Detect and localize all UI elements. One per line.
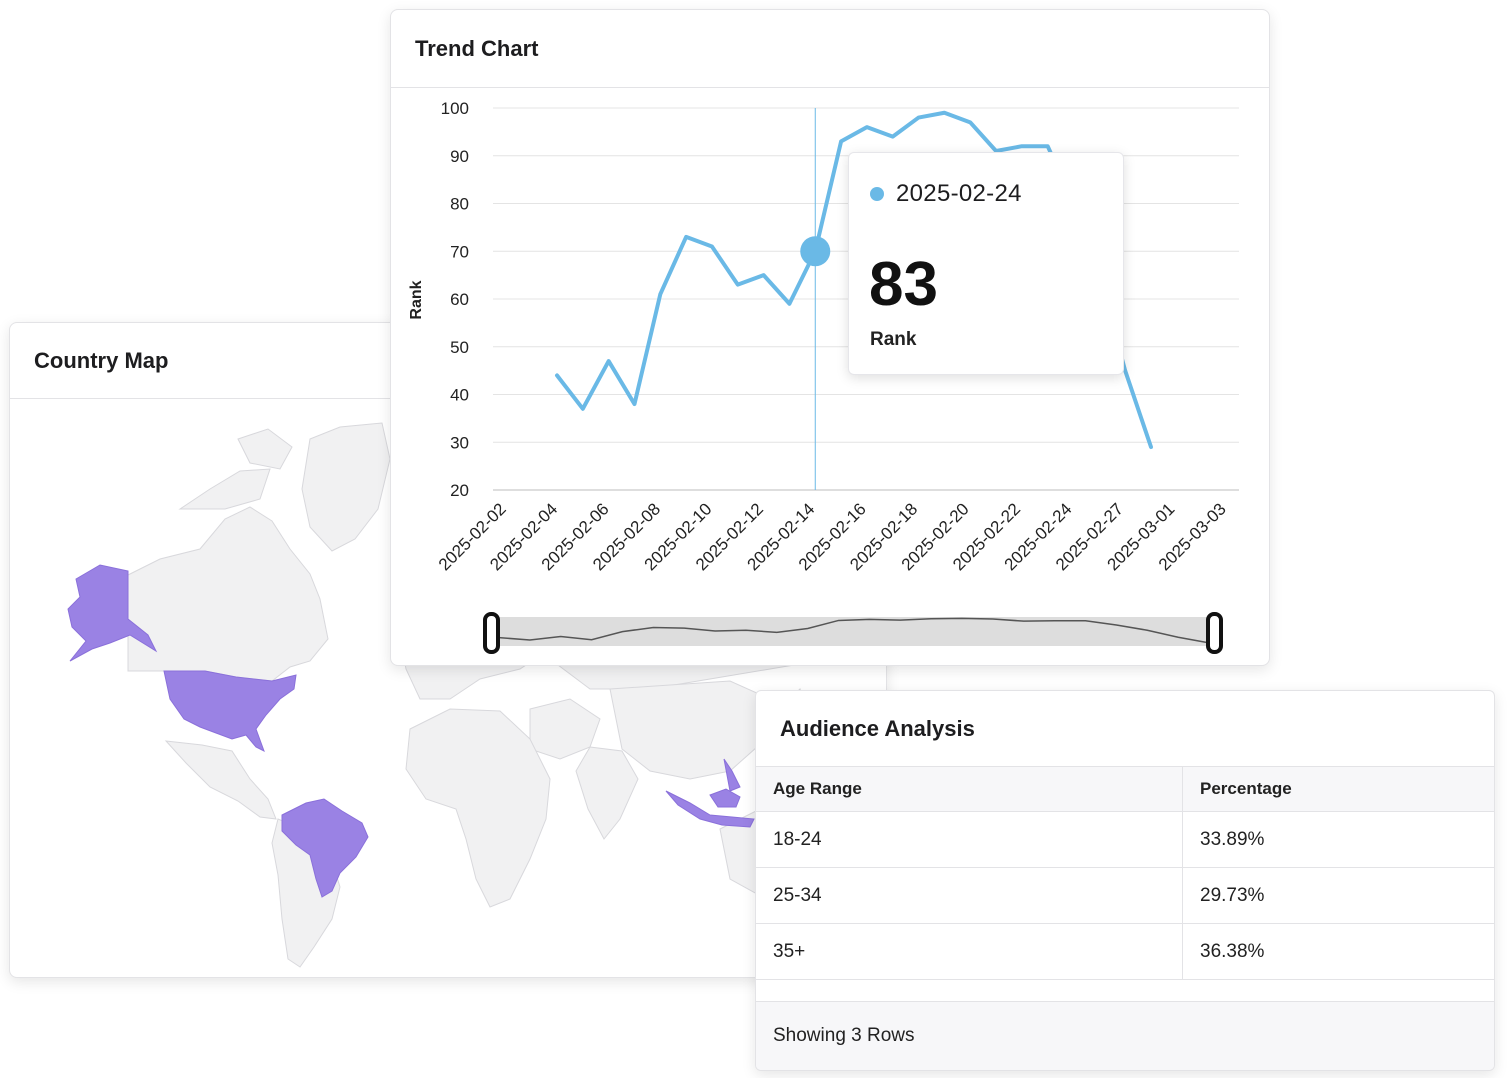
cell-percentage: 33.89% (1182, 811, 1494, 868)
zoom-handle-right[interactable] (1206, 612, 1223, 654)
tooltip-label: Rank (870, 329, 917, 350)
map-country-brazil[interactable] (281, 798, 369, 898)
y-tick-label: 40 (450, 386, 469, 405)
map-country-usa[interactable] (163, 670, 297, 753)
series-point[interactable] (1146, 442, 1156, 452)
trend-chart-title: Trend Chart (391, 10, 1269, 88)
series-point[interactable] (939, 108, 949, 118)
cell-age-range: 18-24 (756, 811, 1183, 868)
series-point[interactable] (1043, 141, 1053, 151)
series-point[interactable] (655, 289, 665, 299)
hover-point-marker[interactable] (800, 236, 831, 267)
column-header-age-range[interactable]: Age Range (756, 767, 1183, 812)
zoom-range-fill[interactable] (491, 617, 1213, 646)
chart-tooltip: 2025-02-24 83 Rank (848, 152, 1124, 375)
y-tick-label: 20 (450, 481, 469, 500)
cell-age-range: 25-34 (756, 867, 1183, 924)
y-tick-label: 80 (450, 195, 469, 214)
table-row[interactable]: 25-34 29.73% (756, 867, 1494, 924)
tooltip-series-dot (870, 187, 884, 201)
series-point[interactable] (1017, 141, 1027, 151)
table-row[interactable]: 35+ 36.38% (756, 923, 1494, 980)
y-tick-label: 50 (450, 338, 469, 357)
y-tick-label: 100 (441, 99, 469, 118)
cell-percentage: 36.38% (1182, 923, 1494, 980)
table-row[interactable]: 18-24 33.89% (756, 811, 1494, 868)
table-header-row: Age Range Percentage (756, 767, 1494, 812)
series-point[interactable] (862, 122, 872, 132)
data-zoom-slider[interactable] (483, 612, 1223, 654)
map-country-greenland[interactable] (301, 422, 391, 552)
series-point[interactable] (965, 117, 975, 127)
audience-analysis-title: Audience Analysis (756, 691, 1494, 767)
series-point[interactable] (733, 280, 743, 290)
tooltip-date: 2025-02-24 (896, 180, 1022, 207)
trend-chart-card: Trend Chart 100 90 80 70 60 50 40 30 20 2025-02-… (390, 9, 1270, 666)
series-point[interactable] (784, 299, 794, 309)
map-country-india[interactable] (575, 746, 639, 840)
zoom-preview-line (498, 617, 1210, 644)
y-tick-label: 30 (450, 433, 469, 452)
table-footer-row-count: Showing 3 Rows (756, 1001, 1494, 1070)
map-country-canada[interactable] (127, 506, 329, 682)
tooltip-value: 83 (869, 250, 938, 319)
y-axis-title: Rank (408, 280, 425, 319)
audience-table: Age Range Percentage 18-24 33.89% 25-34 … (756, 767, 1494, 980)
series-point[interactable] (681, 232, 691, 242)
column-header-percentage[interactable]: Percentage (1182, 767, 1494, 812)
series-point[interactable] (629, 399, 639, 409)
map-country-china[interactable] (609, 680, 771, 780)
series-point[interactable] (759, 270, 769, 280)
series-point[interactable] (836, 136, 846, 146)
cell-percentage: 29.73% (1182, 867, 1494, 924)
audience-analysis-card: Audience Analysis Age Range Percentage 1… (755, 690, 1495, 1071)
series-point[interactable] (707, 241, 717, 251)
map-country-indonesia[interactable] (665, 790, 755, 828)
series-point[interactable] (888, 132, 898, 142)
map-country-usa-alaska[interactable] (67, 564, 158, 662)
series-point[interactable] (914, 113, 924, 123)
map-country-africa[interactable] (405, 708, 551, 908)
zoom-handle-left[interactable] (483, 612, 500, 654)
y-tick-label: 70 (450, 242, 469, 261)
map-country-mexico[interactable] (164, 740, 277, 820)
series-point[interactable] (552, 370, 562, 380)
series-point[interactable] (578, 404, 588, 414)
cell-age-range: 35+ (756, 923, 1183, 980)
y-tick-label: 90 (450, 147, 469, 166)
y-tick-label: 60 (450, 290, 469, 309)
series-point[interactable] (604, 356, 614, 366)
